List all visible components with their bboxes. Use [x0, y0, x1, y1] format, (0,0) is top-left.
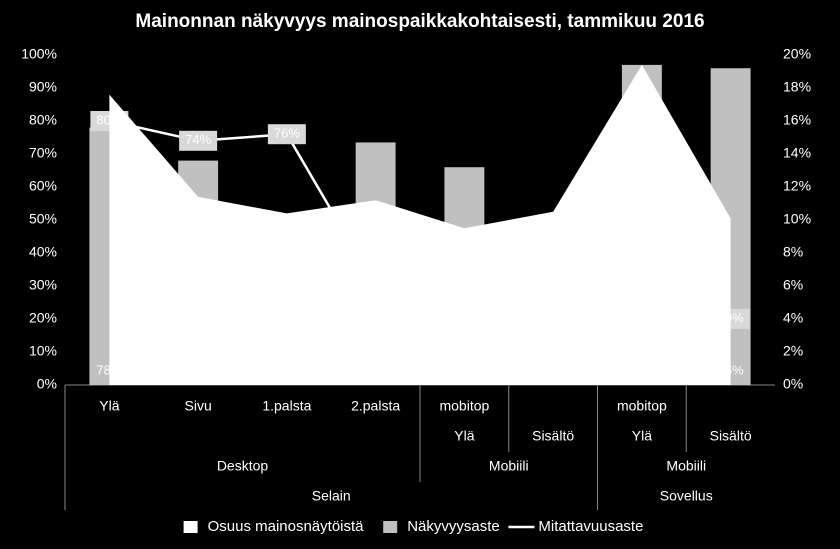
x-group-label: Sovellus — [660, 488, 713, 504]
x-tick-label: 1.palsta — [262, 398, 311, 414]
x-group-label: Selain — [312, 488, 351, 504]
line-value-label: 74% — [185, 132, 211, 147]
y2-tick-label: 18% — [783, 79, 811, 95]
x-tick-label: mobitop — [439, 398, 489, 414]
x-group-label: Desktop — [217, 458, 269, 474]
x-tick-label: Sivu — [185, 398, 212, 414]
x-group-label: Mobiili — [489, 458, 529, 474]
y-tick-label: 80% — [29, 112, 57, 128]
x-group-label: Mobiili — [666, 458, 706, 474]
x-group-label: Ylä — [632, 428, 652, 444]
y-tick-label: 50% — [29, 211, 57, 227]
y-tick-label: 40% — [29, 244, 57, 260]
legend-swatch — [183, 521, 198, 533]
line-label-box — [179, 130, 218, 151]
x-group-label: Sisältö — [532, 428, 574, 444]
legend-label: Mitattavuusaste — [538, 518, 643, 535]
x-tick-label: 2.palsta — [351, 398, 400, 414]
y2-tick-label: 0% — [783, 376, 803, 392]
y2-tick-label: 16% — [783, 112, 811, 128]
y-tick-label: 60% — [29, 178, 57, 194]
line-value-label: 76% — [274, 126, 300, 141]
y2-tick-label: 12% — [783, 178, 811, 194]
legend-label: Osuus mainosnäytöistä — [208, 518, 365, 535]
x-tick-label: Ylä — [99, 398, 119, 414]
y-tick-label: 30% — [29, 277, 57, 293]
y-tick-label: 100% — [21, 46, 57, 62]
x-group-label: Sisältö — [710, 428, 752, 444]
y2-tick-label: 10% — [783, 211, 811, 227]
y2-tick-label: 14% — [783, 145, 811, 161]
y2-tick-label: 20% — [783, 46, 811, 62]
y2-tick-label: 6% — [783, 277, 803, 293]
x-group-label: Ylä — [454, 428, 474, 444]
y2-tick-label: 4% — [783, 310, 803, 326]
chart-title: Mainonnan näkyvyys mainospaikkakohtaises… — [135, 11, 704, 32]
legend-swatch — [383, 521, 398, 533]
y-tick-label: 10% — [29, 343, 57, 359]
area — [109, 64, 731, 386]
y-tick-label: 20% — [29, 310, 57, 326]
line-label-box — [267, 124, 306, 145]
legend-label: Näkyvyysaste — [407, 518, 500, 535]
y2-tick-label: 2% — [783, 343, 803, 359]
y-tick-label: 70% — [29, 145, 57, 161]
x-tick-label: mobitop — [617, 398, 667, 414]
y-tick-label: 0% — [37, 376, 57, 392]
y-tick-label: 90% — [29, 79, 57, 95]
y2-tick-label: 8% — [783, 244, 803, 260]
